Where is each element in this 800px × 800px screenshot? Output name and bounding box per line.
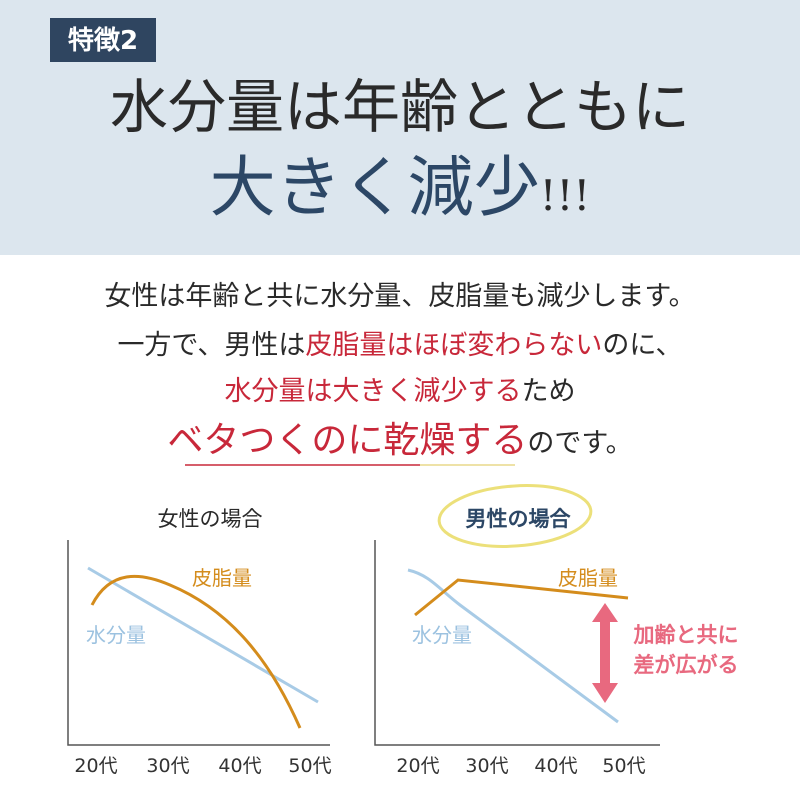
x-label: 30代 (146, 755, 189, 777)
text: のに、 (602, 330, 682, 361)
sebum-label: 皮脂量 (558, 566, 618, 590)
x-label: 20代 (396, 755, 439, 777)
text: ため (522, 376, 576, 407)
x-label: 30代 (465, 755, 508, 777)
exclaim: !!! (540, 171, 591, 220)
water-label: 水分量 (86, 623, 146, 647)
body-line: ベタつくのに乾燥するのです。 (167, 420, 632, 461)
x-label: 40代 (534, 755, 577, 777)
title: 水分量は年齢とともに (110, 73, 690, 141)
axes (374, 540, 660, 746)
x-label: 50代 (288, 755, 331, 777)
sebum-line (414, 578, 629, 617)
emphasis: 皮脂量はほぼ変わらない (305, 330, 602, 361)
gap-arrow (592, 603, 618, 703)
title: 大きく減少!!! (210, 149, 591, 226)
sebum-label: 皮脂量 (192, 566, 252, 590)
annotation: 加齢と共に (633, 623, 739, 647)
x-label: 40代 (218, 755, 261, 777)
sebum-line (90, 574, 302, 729)
body-line: 一方で、男性は皮脂量はほぼ変わらないのに、 (117, 330, 682, 361)
x-label: 50代 (602, 755, 645, 777)
axes (67, 540, 330, 746)
water-label: 水分量 (412, 623, 472, 647)
text: 一方で、男性は (117, 330, 305, 361)
badge-text: 特徴2 (68, 25, 138, 56)
annotation: 差が広がる (634, 653, 739, 677)
text: のです。 (527, 428, 632, 459)
badge (50, 18, 156, 62)
emphasis: 水分量は大きく減少する (225, 376, 522, 407)
text: 女性は年齢と共に水分量、皮脂量も減少します。 (104, 281, 695, 312)
title-main: 大きく減少 (210, 149, 540, 226)
body-line: 女性は年齢と共に水分量、皮脂量も減少します。 (104, 281, 695, 312)
highlight-circle (437, 484, 593, 548)
chart-title: 女性の場合 (158, 507, 263, 531)
x-label: 20代 (74, 755, 117, 777)
chart-title: 男性の場合 (466, 507, 572, 531)
body-line: 水分量は大きく減少するため (225, 376, 576, 407)
emphasis: ベタつくのに乾燥する (167, 420, 527, 461)
water-line (87, 566, 319, 704)
water-line (407, 568, 619, 724)
